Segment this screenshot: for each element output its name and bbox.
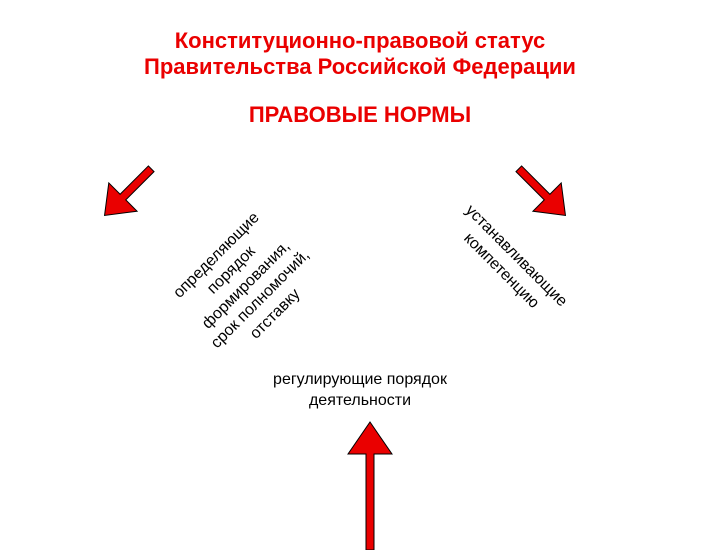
diagram-subtitle: ПРАВОВЫЕ НОРМЫ	[0, 102, 720, 128]
arrow-up-shape	[348, 422, 392, 550]
arrow-up-icon	[340, 420, 400, 555]
arrow-left-shape	[90, 155, 165, 230]
branch-center-label: регулирующие порядок деятельности	[0, 370, 720, 412]
branch-left-label: определяющие порядок формирования, срок …	[163, 202, 330, 369]
arrow-left-icon	[90, 150, 170, 235]
arrow-right-icon	[500, 150, 580, 235]
diagram-title: Конституционно-правовой статус Правитель…	[0, 28, 720, 80]
arrow-right-shape	[505, 155, 580, 230]
